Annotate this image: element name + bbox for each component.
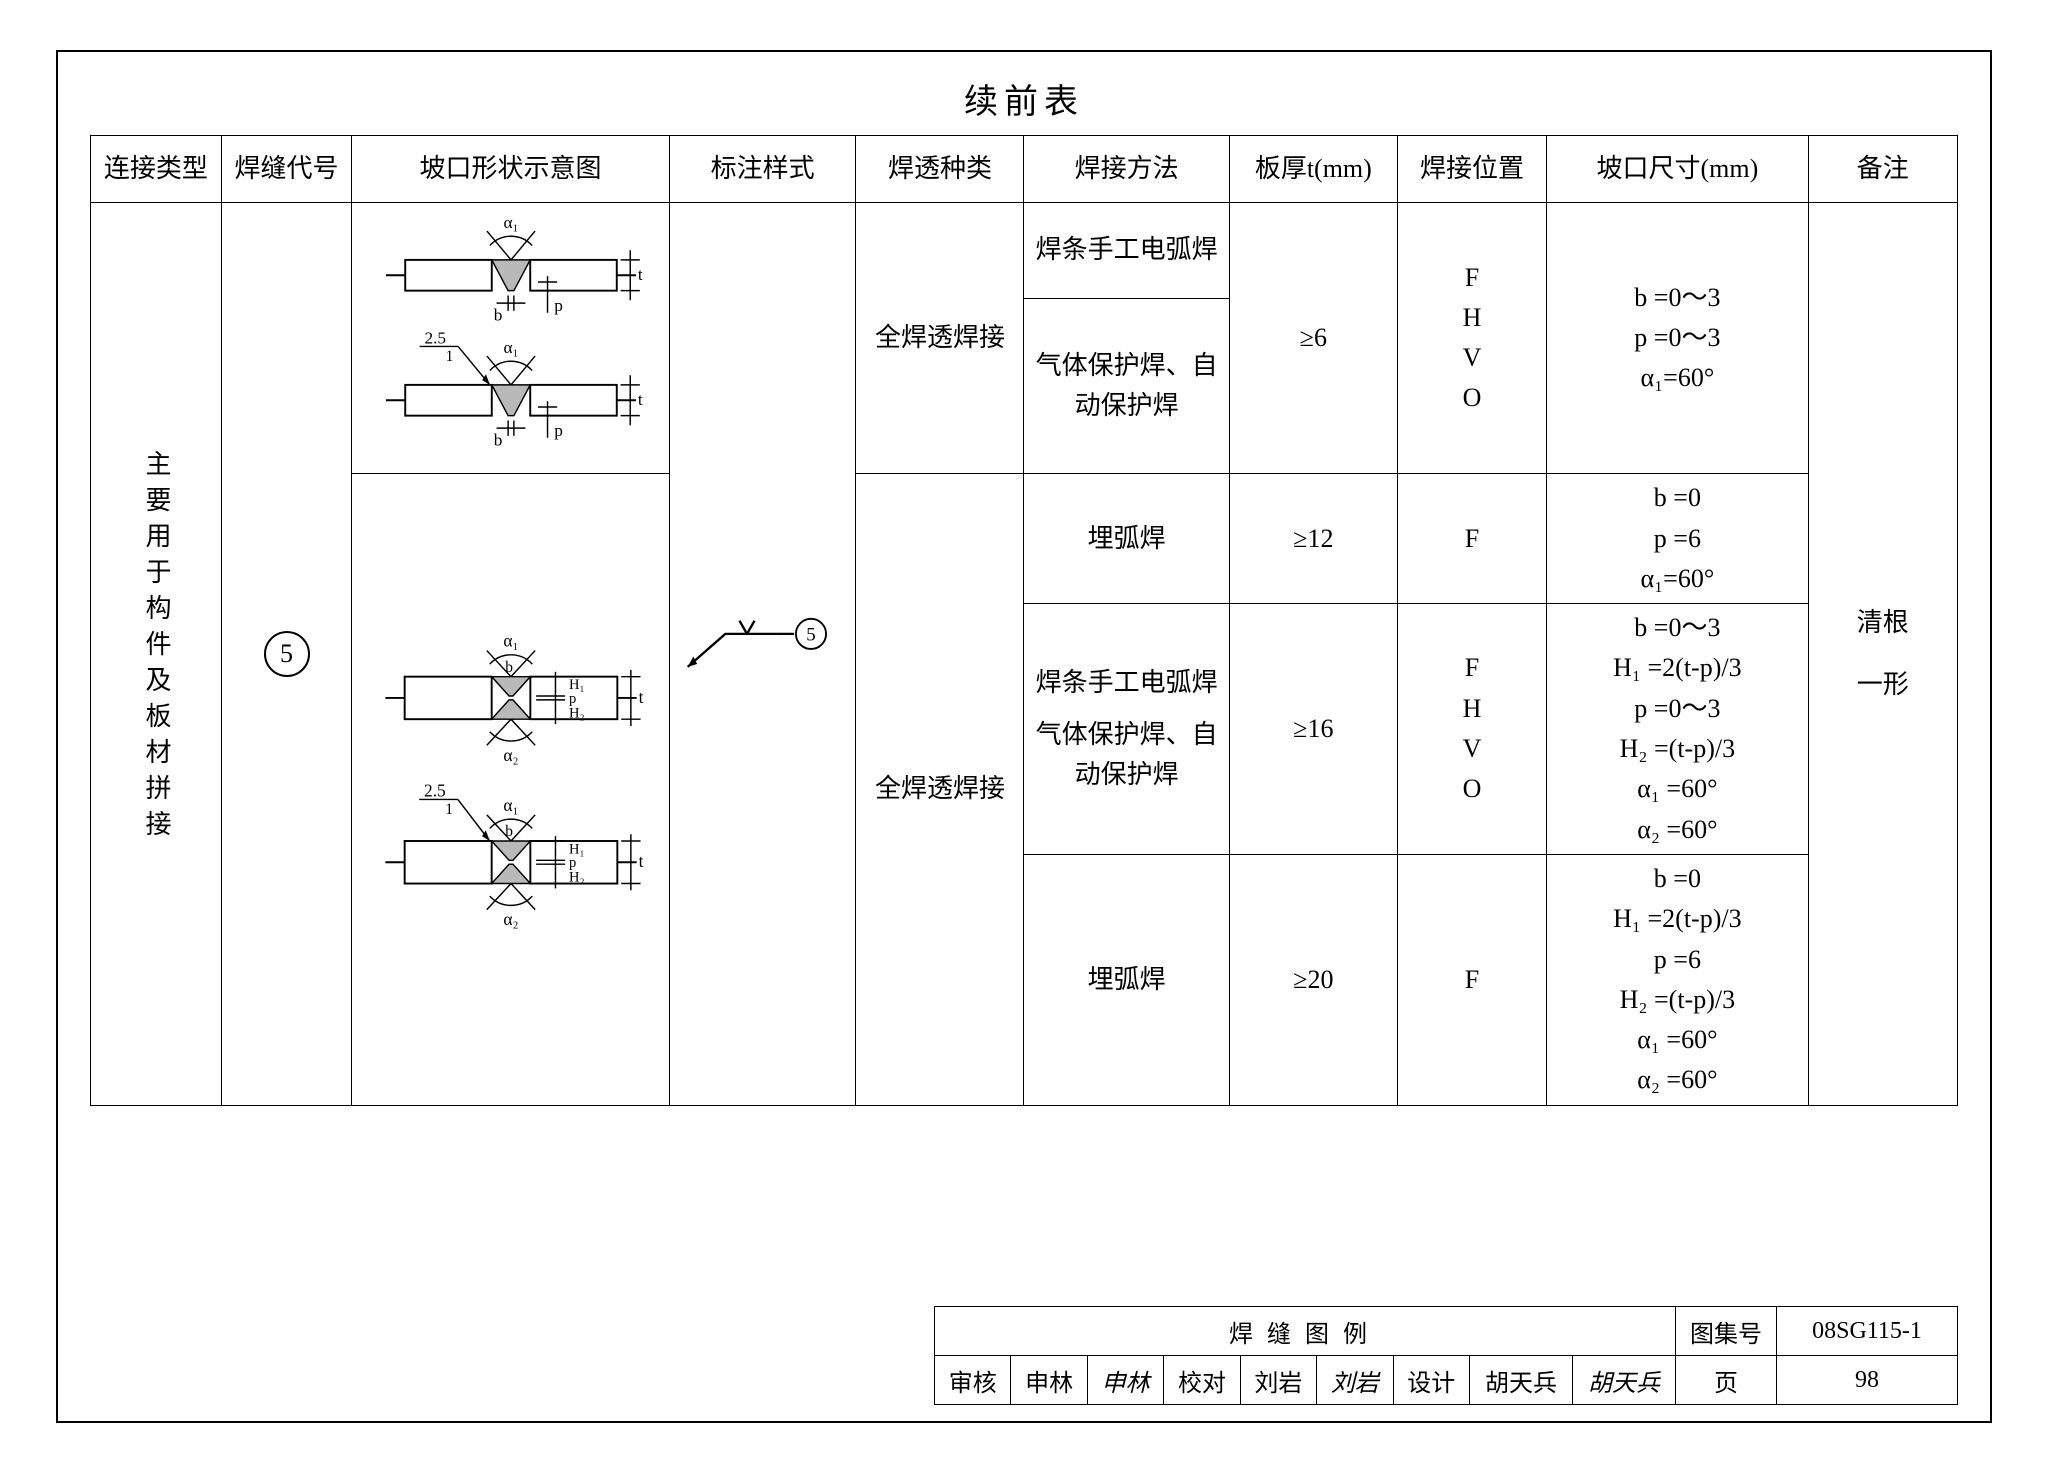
lbl-alpha1: α₁ [503,213,518,232]
cell-groove-diagram-top: α₁ b p [352,203,669,474]
tb-review-name: 申林 [1011,1356,1087,1405]
cell-conn-type: 主要用于构件及板材拼接 [91,203,222,1106]
lbl-tx: t [638,687,643,707]
weld-symbol: 5 [683,615,843,681]
header-row: 连接类型 焊缝代号 坡口形状示意图 标注样式 焊透种类 焊接方法 板厚t(mm)… [91,136,1958,203]
lbl-p-b: p [554,421,563,440]
lbl-lead1b: 1 [445,801,453,818]
lbl-t: t [637,265,642,284]
lbl-H2: H₂ [569,706,585,722]
cell-pos: FHVO [1397,203,1546,474]
hdr-position: 焊接位置 [1397,136,1546,203]
lbl-a1: α₁ [503,631,518,651]
tb-page-label: 页 [1676,1356,1777,1405]
tb-set-label: 图集号 [1676,1307,1777,1356]
tb-check-sig: 刘岩 [1317,1356,1393,1405]
cell-pos: F [1397,854,1546,1105]
hdr-method: 焊接方法 [1024,136,1229,203]
groove-diagram-x-double: α₁ α₂ b [366,623,656,943]
table-row: 主要用于构件及板材拼接 5 [91,203,1958,299]
lbl-a2b: α₂ [503,909,518,929]
cell-pen-type-b: 全焊透焊接 [856,474,1024,1105]
groove-diagram-v-single: α₁ b p [366,207,656,457]
lbl-b-b: b [493,430,502,449]
hdr-weld-code: 焊缝代号 [221,136,352,203]
hdr-remark: 备注 [1808,136,1957,203]
mark-style-num: 5 [806,624,815,645]
lbl-H2b: H₂ [569,870,585,886]
lbl-txb: t [638,851,643,871]
cell-dims: b =0～3p =0～3α₁=60° [1547,203,1808,474]
tb-design-sig: 胡天兵 [1572,1356,1675,1405]
hdr-mark-style: 标注样式 [669,136,856,203]
title-block: 焊缝图例 图集号 08SG115-1 审核 申林 申林 校对 刘岩 刘岩 设计 … [934,1306,1958,1405]
weld-code-badge: 5 [264,631,310,677]
cell-dims: b =0H₁ =2(t-p)/3p =6H₂ =(t-p)/3α₁ =60°α₂… [1547,854,1808,1105]
cell-remark: 清根一形 [1808,203,1957,1106]
cell-thick: ≥6 [1229,203,1397,474]
lbl-lead1: 1 [445,348,453,365]
cell-thick: ≥12 [1229,474,1397,604]
lbl-b: b [493,305,502,324]
lbl-alpha1-b: α₁ [503,338,518,357]
cell-pen-type-a: 全焊透焊接 [856,203,1024,474]
tb-design-label: 设计 [1393,1356,1469,1405]
tb-main-title: 焊缝图例 [935,1307,1676,1356]
lbl-bxb: b [505,824,513,841]
lbl-bx: b [505,659,513,676]
cell-dims: b =0～3H₁ =2(t-p)/3p =0～3H₂ =(t-p)/3α₁ =6… [1547,604,1808,855]
hdr-pen-type: 焊透种类 [856,136,1024,203]
cell-thick: ≥16 [1229,604,1397,855]
cell-method: 埋弧焊 [1024,474,1229,604]
drawing-frame: 续前表 连接类型 焊缝代号 坡口形状示意图 标注样式 焊透种类 焊接方法 板厚t… [56,50,1992,1423]
table-row: α₁ α₂ b [91,474,1958,604]
cell-mark-style: 5 [669,203,856,1106]
cell-pos: F [1397,474,1546,604]
tb-page-value: 98 [1777,1356,1958,1405]
hdr-groove-dim: 坡口尺寸(mm) [1547,136,1808,203]
tb-check-label: 校对 [1164,1356,1240,1405]
hdr-thickness: 板厚t(mm) [1229,136,1397,203]
cell-groove-diagram-bottom: α₁ α₂ b [352,474,669,1105]
cell-method: 埋弧焊 [1024,854,1229,1105]
cell-dims: b =0p =6α₁=60° [1547,474,1808,604]
weld-table: 连接类型 焊缝代号 坡口形状示意图 标注样式 焊透种类 焊接方法 板厚t(mm)… [90,135,1958,1106]
cell-method: 焊条手工电弧焊 [1024,203,1229,299]
tb-review-label: 审核 [935,1356,1011,1405]
table-title: 续前表 [90,74,1958,123]
lbl-a2: α₂ [503,745,518,765]
cell-weld-code: 5 [221,203,352,1106]
tb-review-sig: 申林 [1087,1356,1163,1405]
tb-check-name: 刘岩 [1240,1356,1316,1405]
hdr-conn-type: 连接类型 [91,136,222,203]
cell-method: 气体保护焊、自动保护焊 [1024,299,1229,474]
lbl-a1b: α₁ [503,795,518,815]
lbl-p: p [554,296,563,315]
conn-type-text: 主要用于构件及板材拼接 [136,450,176,846]
tb-design-name: 胡天兵 [1469,1356,1572,1405]
hdr-groove-shape: 坡口形状示意图 [352,136,669,203]
lbl-lead25: 2.5 [424,329,446,348]
cell-method: 焊条手工电弧焊气体保护焊、自动保护焊 [1024,604,1229,855]
lbl-t-b: t [637,390,642,409]
tb-set-value: 08SG115-1 [1777,1307,1958,1356]
cell-thick: ≥20 [1229,854,1397,1105]
cell-pos: FHVO [1397,604,1546,855]
lbl-lead25b: 2.5 [424,781,446,801]
